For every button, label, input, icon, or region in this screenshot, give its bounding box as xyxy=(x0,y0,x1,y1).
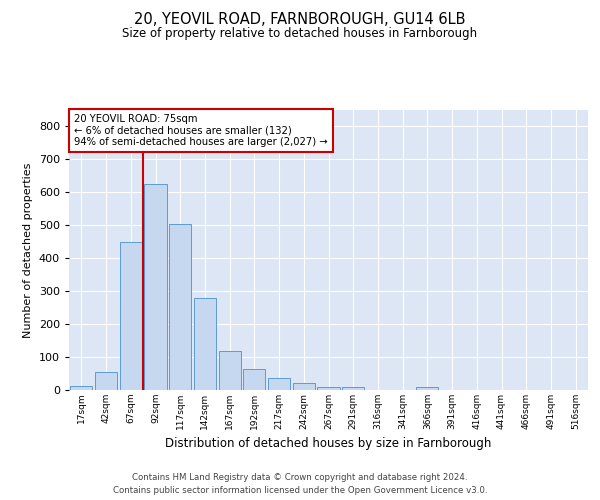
Bar xyxy=(317,386,340,390)
Text: 20 YEOVIL ROAD: 75sqm
← 6% of detached houses are smaller (132)
94% of semi-deta: 20 YEOVIL ROAD: 75sqm ← 6% of detached h… xyxy=(74,114,328,148)
Bar xyxy=(119,242,142,390)
Bar xyxy=(95,372,117,390)
Bar xyxy=(169,224,191,390)
Bar xyxy=(70,386,92,390)
Text: Contains HM Land Registry data © Crown copyright and database right 2024.: Contains HM Land Registry data © Crown c… xyxy=(132,472,468,482)
Y-axis label: Number of detached properties: Number of detached properties xyxy=(23,162,33,338)
Bar xyxy=(342,388,364,390)
Text: 20, YEOVIL ROAD, FARNBOROUGH, GU14 6LB: 20, YEOVIL ROAD, FARNBOROUGH, GU14 6LB xyxy=(134,12,466,28)
Bar xyxy=(194,298,216,390)
Bar xyxy=(145,184,167,390)
Bar xyxy=(293,384,315,390)
X-axis label: Distribution of detached houses by size in Farnborough: Distribution of detached houses by size … xyxy=(166,438,491,450)
Text: Size of property relative to detached houses in Farnborough: Size of property relative to detached ho… xyxy=(122,28,478,40)
Text: Contains public sector information licensed under the Open Government Licence v3: Contains public sector information licen… xyxy=(113,486,487,495)
Bar xyxy=(218,352,241,390)
Bar xyxy=(416,388,439,390)
Bar xyxy=(243,369,265,390)
Bar xyxy=(268,378,290,390)
